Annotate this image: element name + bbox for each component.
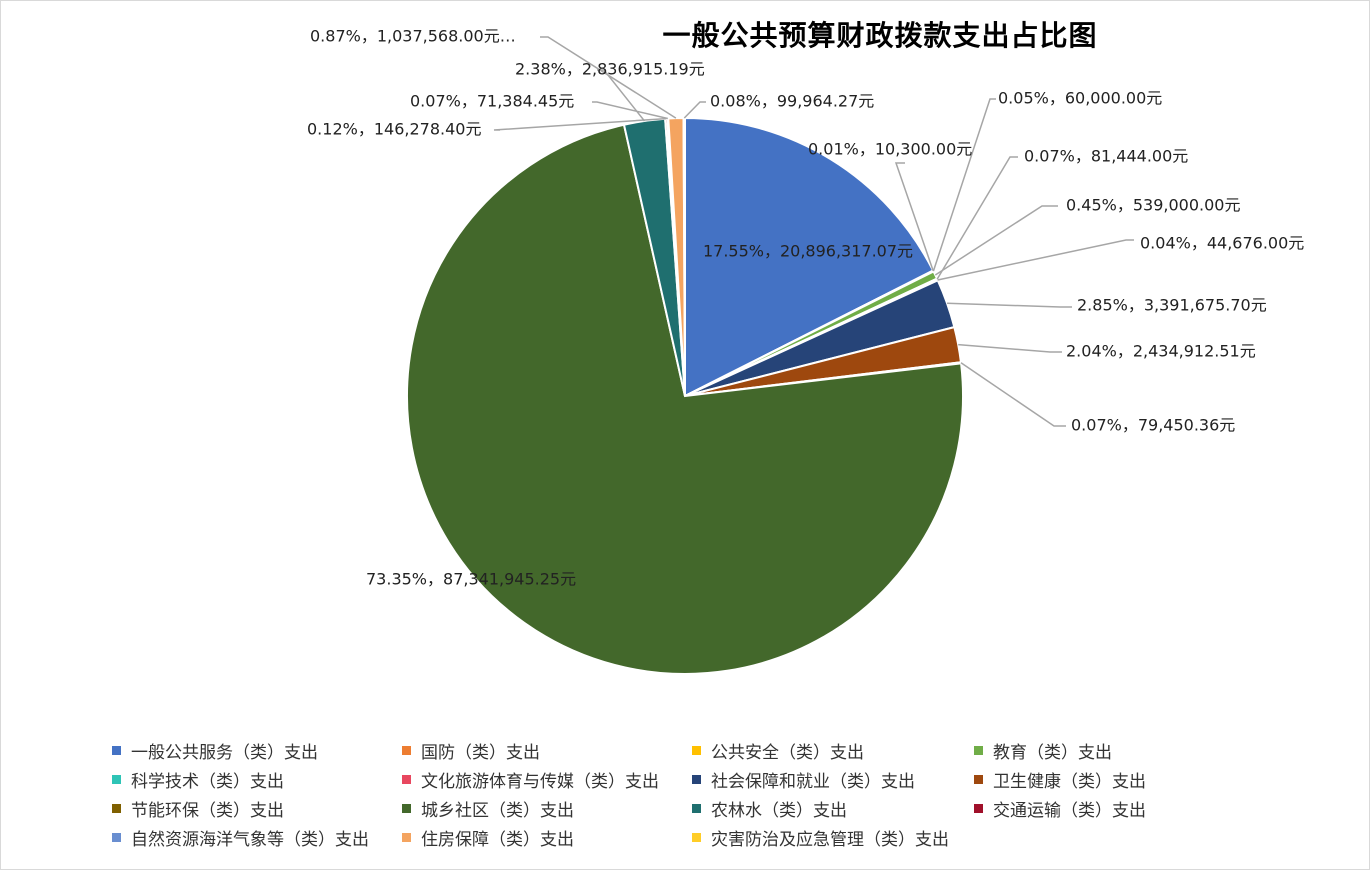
data-label: 0.07%，71,384.45元 bbox=[410, 92, 574, 111]
legend-item: 灾害防治及应急管理（类）支出 bbox=[692, 825, 949, 850]
legend-swatch bbox=[974, 775, 983, 784]
legend-item: 教育（类）支出 bbox=[974, 738, 1112, 763]
legend-label: 住房保障（类）支出 bbox=[421, 830, 574, 850]
data-label: 0.07%，79,450.36元 bbox=[1071, 416, 1235, 435]
data-label: 0.08%，99,964.27元 bbox=[710, 92, 874, 111]
legend-item: 农林水（类）支出 bbox=[692, 796, 847, 821]
legend-swatch bbox=[402, 833, 411, 842]
legend-swatch bbox=[112, 804, 121, 813]
legend-label: 自然资源海洋气象等（类）支出 bbox=[131, 830, 369, 850]
data-label: 0.12%，146,278.40元 bbox=[307, 120, 481, 139]
legend-swatch bbox=[402, 746, 411, 755]
legend-swatch bbox=[112, 775, 121, 784]
leader-line bbox=[947, 302, 1072, 308]
legend-item: 国防（类）支出 bbox=[402, 738, 540, 763]
leader-line bbox=[958, 343, 1062, 353]
legend-label: 卫生健康（类）支出 bbox=[993, 772, 1146, 792]
leader-line bbox=[592, 101, 668, 120]
legend-item: 卫生健康（类）支出 bbox=[974, 767, 1146, 792]
legend-label: 城乡社区（类）支出 bbox=[421, 801, 574, 821]
data-label: 0.87%，1,037,568.00元… bbox=[310, 27, 516, 46]
pie-slices bbox=[406, 116, 964, 675]
legend-swatch bbox=[402, 775, 411, 784]
leader-line bbox=[683, 101, 706, 119]
pie-chart: 17.55%，20,896,317.07元 0.01%，10,300.00元 0.0… bbox=[307, 27, 1304, 675]
data-label: 0.05%，60,000.00元 bbox=[998, 89, 1162, 108]
legend-label: 国防（类）支出 bbox=[421, 743, 540, 763]
data-label: 0.07%，81,444.00元 bbox=[1024, 147, 1188, 166]
data-label: 0.45%，539,000.00元 bbox=[1066, 196, 1240, 215]
leader-line bbox=[894, 162, 934, 271]
legend-item: 住房保障（类）支出 bbox=[402, 825, 574, 850]
leader-line bbox=[936, 156, 1018, 280]
legend-item: 城乡社区（类）支出 bbox=[402, 796, 574, 821]
data-labels: 17.55%，20,896,317.07元 0.01%，10,300.00元 0.0… bbox=[307, 27, 1304, 589]
legend-item: 自然资源海洋气象等（类）支出 bbox=[112, 825, 369, 850]
legend-label: 交通运输（类）支出 bbox=[993, 801, 1146, 821]
legend-swatch bbox=[974, 804, 983, 813]
data-label: 2.85%，3,391,675.70元 bbox=[1077, 296, 1267, 315]
data-label: 17.55%，20,896,317.07元 bbox=[703, 242, 913, 261]
legend-label: 节能环保（类）支出 bbox=[131, 801, 284, 821]
legend-label: 文化旅游体育与传媒（类）支出 bbox=[421, 772, 659, 792]
legend-swatch bbox=[112, 746, 121, 755]
data-label: 73.35%，87,341,945.25元 bbox=[366, 570, 576, 589]
data-label: 2.38%，2,836,915.19元 bbox=[515, 60, 705, 79]
leader-line bbox=[493, 117, 667, 131]
legend-item: 文化旅游体育与传媒（类）支出 bbox=[402, 767, 659, 792]
pie-slice bbox=[406, 123, 964, 675]
legend-label: 公共安全（类）支出 bbox=[711, 743, 864, 763]
legend-swatch bbox=[112, 833, 121, 842]
data-label: 0.01%，10,300.00元 bbox=[808, 140, 972, 159]
legend-swatch bbox=[692, 804, 701, 813]
legend-swatch bbox=[692, 746, 701, 755]
legend-swatch bbox=[402, 804, 411, 813]
legend-item: 公共安全（类）支出 bbox=[692, 738, 864, 763]
legend-label: 一般公共服务（类）支出 bbox=[131, 743, 318, 763]
leader-line bbox=[934, 205, 1058, 276]
leader-line bbox=[937, 239, 1134, 281]
legend-label: 社会保障和就业（类）支出 bbox=[711, 772, 915, 792]
legend-item: 社会保障和就业（类）支出 bbox=[692, 767, 915, 792]
legend-label: 科学技术（类）支出 bbox=[131, 772, 284, 792]
leader-line bbox=[932, 98, 996, 272]
legend-item: 一般公共服务（类）支出 bbox=[112, 738, 318, 763]
leader-lines bbox=[493, 36, 1134, 427]
legend-swatch bbox=[974, 746, 983, 755]
leader-line bbox=[960, 362, 1066, 427]
leader-line bbox=[540, 36, 677, 119]
legend-label: 灾害防治及应急管理（类）支出 bbox=[711, 830, 949, 850]
data-label: 2.04%，2,434,912.51元 bbox=[1066, 342, 1256, 361]
legend-item: 交通运输（类）支出 bbox=[974, 796, 1146, 821]
chart-title: 一般公共预算财政拨款支出占比图 bbox=[662, 19, 1098, 52]
legend-label: 教育（类）支出 bbox=[993, 743, 1112, 763]
legend-item: 节能环保（类）支出 bbox=[112, 796, 284, 821]
legend-item: 科学技术（类）支出 bbox=[112, 767, 284, 792]
legend-swatch bbox=[692, 833, 701, 842]
pie-slice bbox=[684, 116, 935, 398]
legend-label: 农林水（类）支出 bbox=[711, 801, 847, 821]
legend-swatch bbox=[692, 775, 701, 784]
data-label: 0.04%，44,676.00元 bbox=[1140, 234, 1304, 253]
